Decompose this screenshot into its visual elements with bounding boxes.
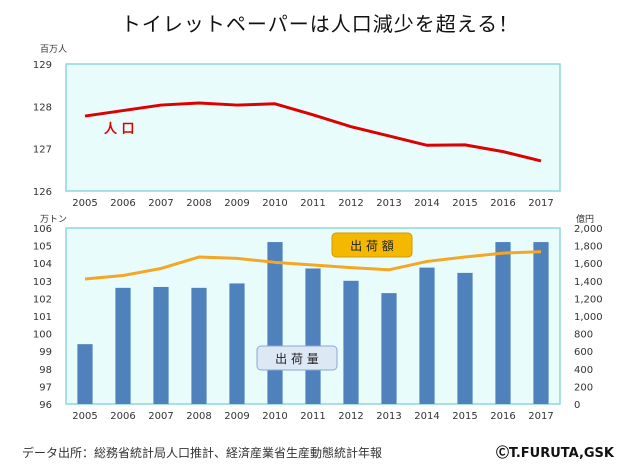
shipment-y2-tick: 0 (574, 400, 580, 411)
population-x-tick: 2012 (338, 198, 363, 209)
shipment-x-ticks: 2005 2006 2007 2008 2009 2010 2011 2012 2013 2014… (72, 411, 553, 422)
source-note: データ出所：総務省統計局人口推計、経済産業省生産動態統計年報 (22, 446, 383, 460)
shipment-y2-tick: 2,000 (574, 224, 603, 235)
shipment-x-tick: 2005 (72, 411, 97, 422)
shipment-volume-bar (305, 268, 321, 404)
shipment-volume-unit: 万トン (40, 215, 67, 225)
population-y-tick: 126 (33, 187, 52, 198)
shipment-y2-tick: 200 (574, 382, 593, 393)
shipment-volume-bar (457, 272, 473, 404)
shipment-y-tick: 102 (33, 294, 52, 305)
shipment-y2-tick: 600 (574, 347, 593, 358)
shipment-y-tick: 98 (39, 365, 52, 376)
population-x-tick: 2008 (186, 198, 211, 209)
population-x-tick: 2005 (72, 198, 97, 209)
shipment-x-tick: 2013 (376, 411, 401, 422)
population-x-tick: 2017 (528, 198, 553, 209)
shipment-y2-tick: 400 (574, 365, 593, 376)
shipment-x-tick: 2015 (452, 411, 477, 422)
shipment-y-tick: 103 (33, 277, 52, 288)
population-line (84, 101, 542, 163)
population-y-unit: 百万人 (40, 44, 67, 55)
shipment-value-label-box (331, 232, 413, 258)
shipment-y-tick: 101 (33, 312, 52, 323)
shipment-x-tick: 2007 (148, 411, 173, 422)
shipment-volume-bar (191, 287, 207, 404)
shipment-volume-bar (533, 242, 549, 404)
shipment-value-line (84, 250, 542, 281)
shipment-volume-bar (343, 280, 359, 404)
shipment-y-tick: 106 (33, 224, 52, 235)
page-title: トイレットペーパーは人口減少を超える！ (120, 12, 520, 36)
population-series-label: 人 口 (104, 121, 135, 137)
shipment-volume-bar (229, 283, 245, 404)
shipment-y-tick: 105 (33, 242, 52, 253)
shipment-y-tick: 104 (33, 259, 52, 270)
shipment-y-ticks: 96 97 98 99 100 101 102 103 104 105 106 (33, 224, 52, 411)
shipment-y2-ticks: 0 200 400 600 800 1,000 1,200 1,400 1,600 1,800 2,… (574, 224, 603, 411)
shipment-x-tick: 2010 (262, 411, 287, 422)
shipment-volume-bar (419, 267, 435, 404)
shipment-x-tick: 2006 (110, 411, 135, 422)
shipment-volume-bar (153, 286, 169, 404)
population-x-tick: 2015 (452, 198, 477, 209)
copyright-credit: ⒸT.FURUTA,GSK (495, 446, 614, 461)
shipment-y2-tick: 1,600 (574, 259, 603, 270)
population-x-tick: 2014 (414, 198, 439, 209)
population-chart: 百万人 126 127 128 129 2005 2006 2007 2008 2009 201… (33, 44, 561, 209)
population-y-tick: 127 (33, 145, 52, 156)
shipment-volume-bar (495, 242, 511, 404)
shipment-y2-tick: 1,400 (574, 277, 603, 288)
population-plot-area (65, 63, 561, 192)
shipment-x-tick: 2017 (528, 411, 553, 422)
population-x-tick: 2007 (148, 198, 173, 209)
shipment-x-tick: 2014 (414, 411, 439, 422)
population-x-tick: 2010 (262, 198, 287, 209)
shipment-x-tick: 2009 (224, 411, 249, 422)
shipment-volume-bar (77, 344, 93, 404)
shipment-y2-tick: 1,000 (574, 312, 603, 323)
shipment-y-tick: 96 (39, 400, 52, 411)
shipment-volume-bar (267, 242, 283, 404)
shipment-chart: 万トン 億円 96 97 98 99 100 101 102 103 104 105 106 0 20… (33, 213, 603, 422)
shipment-y-tick: 99 (39, 347, 52, 358)
population-y-tick: 128 (33, 102, 52, 113)
shipment-volume-label: 出 荷 量 (275, 352, 319, 366)
population-y-ticks: 126 127 128 129 (33, 60, 52, 198)
shipment-y2-tick: 800 (574, 330, 593, 341)
population-x-tick: 2016 (490, 198, 515, 209)
shipment-y2-tick: 1,800 (574, 242, 603, 253)
population-x-tick: 2011 (300, 198, 325, 209)
shipment-x-tick: 2008 (186, 411, 211, 422)
population-x-ticks: 2005 2006 2007 2008 2009 2010 2011 2012 2013 2014… (72, 198, 553, 209)
shipment-x-tick: 2011 (300, 411, 325, 422)
shipment-volume-bar (381, 293, 397, 404)
population-y-tick: 129 (33, 60, 52, 71)
shipment-volume-label-box (256, 345, 338, 371)
shipment-y-tick: 97 (39, 382, 52, 393)
shipment-x-tick: 2016 (490, 411, 515, 422)
shipment-x-tick: 2012 (338, 411, 363, 422)
population-x-tick: 2013 (376, 198, 401, 209)
shipment-value-unit: 億円 (576, 213, 594, 225)
shipment-y-tick: 100 (33, 330, 52, 341)
population-x-tick: 2009 (224, 198, 249, 209)
shipment-volume-bar (115, 287, 131, 404)
shipment-volume-bars (77, 242, 549, 404)
population-x-tick: 2006 (110, 198, 135, 209)
shipment-value-label: 出 荷 額 (350, 239, 394, 253)
shipment-y2-tick: 1,200 (574, 294, 603, 305)
